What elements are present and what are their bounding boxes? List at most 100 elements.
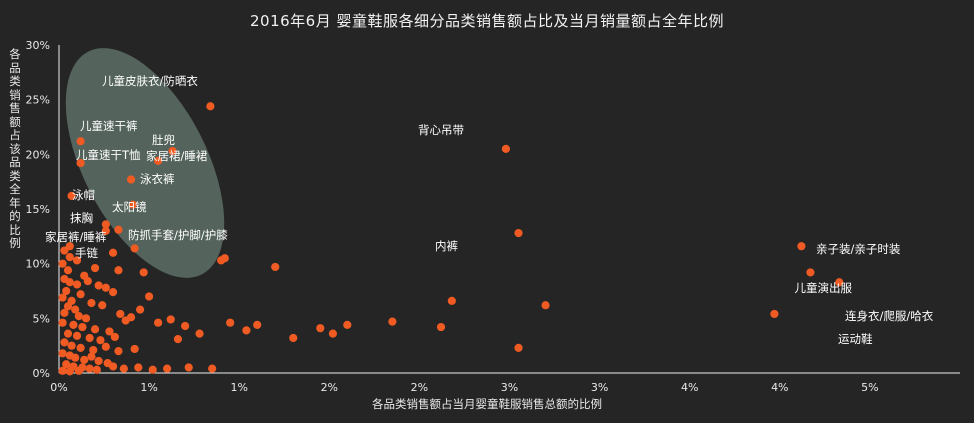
data-point[interactable] bbox=[135, 305, 145, 314]
data-point-labeled[interactable] bbox=[835, 278, 844, 287]
data-point[interactable] bbox=[72, 331, 82, 340]
data-point[interactable] bbox=[541, 301, 550, 310]
data-point-labeled[interactable] bbox=[76, 158, 85, 168]
data-point[interactable] bbox=[166, 315, 175, 324]
data-point[interactable] bbox=[63, 266, 73, 275]
data-point[interactable] bbox=[343, 320, 352, 329]
data-point[interactable] bbox=[90, 325, 100, 334]
data-point-labeled[interactable] bbox=[101, 220, 110, 229]
data-point[interactable] bbox=[58, 293, 67, 302]
data-point[interactable] bbox=[60, 308, 69, 317]
data-point[interactable] bbox=[271, 262, 280, 272]
data-point[interactable] bbox=[74, 312, 83, 321]
data-point[interactable] bbox=[253, 320, 262, 329]
data-point[interactable] bbox=[72, 280, 82, 289]
data-point[interactable] bbox=[105, 327, 114, 336]
data-point[interactable] bbox=[63, 302, 73, 311]
data-point[interactable] bbox=[76, 290, 85, 299]
data-point[interactable] bbox=[81, 314, 91, 323]
data-point[interactable] bbox=[130, 244, 139, 253]
data-point[interactable] bbox=[101, 342, 110, 351]
data-point[interactable] bbox=[65, 253, 74, 262]
data-point[interactable] bbox=[96, 336, 105, 345]
data-point-labeled[interactable] bbox=[806, 268, 815, 277]
data-point[interactable] bbox=[208, 364, 217, 373]
data-point[interactable] bbox=[328, 329, 338, 338]
data-point[interactable] bbox=[195, 329, 204, 338]
data-point[interactable] bbox=[67, 341, 76, 350]
data-point[interactable] bbox=[139, 268, 148, 277]
data-point[interactable] bbox=[85, 364, 94, 373]
data-point[interactable] bbox=[145, 292, 154, 301]
data-point[interactable] bbox=[85, 333, 94, 343]
data-point[interactable] bbox=[87, 352, 96, 361]
data-point[interactable] bbox=[226, 318, 235, 327]
data-point[interactable] bbox=[220, 254, 229, 263]
data-point[interactable] bbox=[98, 301, 107, 310]
data-point[interactable] bbox=[92, 365, 101, 374]
data-point[interactable] bbox=[60, 338, 69, 347]
data-point[interactable] bbox=[87, 298, 96, 308]
data-point[interactable] bbox=[173, 335, 183, 344]
data-point[interactable] bbox=[58, 349, 67, 358]
data-point[interactable] bbox=[114, 266, 123, 275]
data-point[interactable] bbox=[108, 362, 118, 371]
data-point-labeled[interactable] bbox=[126, 175, 136, 184]
data-point[interactable] bbox=[163, 364, 172, 373]
data-point[interactable] bbox=[71, 305, 80, 314]
data-point[interactable] bbox=[119, 364, 128, 373]
data-point[interactable] bbox=[514, 343, 523, 352]
data-point[interactable] bbox=[447, 296, 456, 305]
data-point[interactable] bbox=[134, 363, 143, 372]
data-point[interactable] bbox=[58, 366, 67, 375]
data-point[interactable] bbox=[63, 329, 73, 338]
data-point[interactable] bbox=[58, 259, 67, 268]
data-point[interactable] bbox=[90, 263, 100, 273]
data-point[interactable] bbox=[101, 283, 110, 292]
data-point-labeled[interactable] bbox=[770, 309, 779, 319]
data-point-labeled[interactable] bbox=[514, 228, 523, 238]
data-point[interactable] bbox=[78, 322, 87, 332]
data-point[interactable] bbox=[58, 318, 67, 327]
data-point-labeled[interactable] bbox=[206, 102, 215, 111]
data-point[interactable] bbox=[71, 353, 80, 362]
data-point[interactable] bbox=[89, 345, 98, 355]
data-point[interactable] bbox=[80, 355, 89, 364]
data-point[interactable] bbox=[121, 316, 130, 325]
data-point[interactable] bbox=[76, 343, 85, 352]
data-point-labeled[interactable] bbox=[101, 226, 110, 235]
data-point[interactable] bbox=[72, 256, 82, 265]
data-point-labeled[interactable] bbox=[501, 144, 510, 153]
data-point[interactable] bbox=[108, 287, 118, 297]
data-point-labeled[interactable] bbox=[797, 242, 806, 251]
data-point-labeled[interactable] bbox=[128, 200, 137, 209]
data-point-labeled[interactable] bbox=[67, 191, 76, 200]
data-point[interactable] bbox=[436, 322, 446, 332]
data-point[interactable] bbox=[289, 333, 298, 343]
data-point[interactable] bbox=[388, 317, 397, 326]
data-point[interactable] bbox=[242, 326, 251, 335]
data-point[interactable] bbox=[114, 347, 123, 356]
data-point[interactable] bbox=[94, 356, 103, 366]
data-point[interactable] bbox=[74, 366, 83, 375]
data-point[interactable] bbox=[94, 281, 103, 290]
data-point[interactable] bbox=[184, 363, 193, 372]
data-point-labeled[interactable] bbox=[76, 137, 85, 146]
data-point-labeled[interactable] bbox=[114, 225, 123, 234]
data-point[interactable] bbox=[316, 324, 325, 333]
data-point[interactable] bbox=[108, 248, 118, 257]
data-point[interactable] bbox=[148, 365, 157, 374]
data-point[interactable] bbox=[130, 344, 139, 354]
data-point[interactable] bbox=[154, 318, 163, 327]
data-point[interactable] bbox=[65, 367, 74, 376]
data-point[interactable] bbox=[65, 278, 74, 287]
data-point-labeled[interactable] bbox=[65, 242, 74, 251]
data-point[interactable] bbox=[69, 320, 78, 329]
data-point[interactable] bbox=[62, 286, 71, 296]
data-point[interactable] bbox=[181, 321, 190, 331]
data-point[interactable] bbox=[83, 277, 92, 286]
data-point[interactable] bbox=[110, 332, 119, 342]
data-point[interactable] bbox=[116, 309, 125, 319]
data-point[interactable] bbox=[62, 360, 71, 369]
data-point-labeled[interactable] bbox=[168, 146, 177, 156]
